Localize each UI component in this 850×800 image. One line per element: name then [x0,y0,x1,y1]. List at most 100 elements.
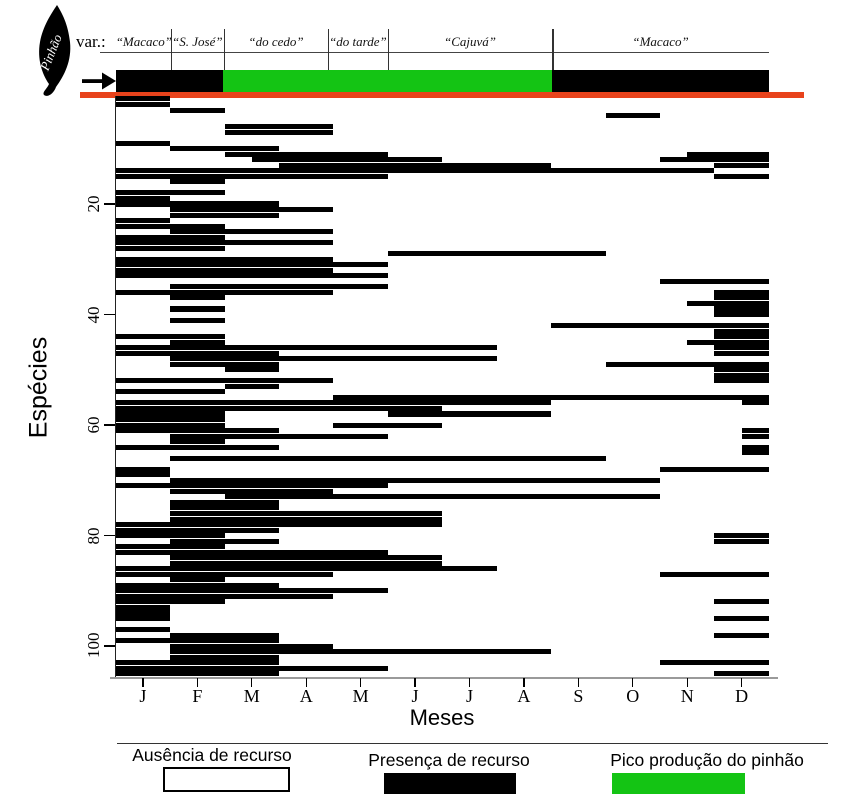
variety-label: “do tarde” [329,34,387,49]
presence-bar [115,262,388,268]
month-label: O [626,686,640,706]
presence-bar [714,173,769,179]
month-label: D [735,686,749,706]
month-tick [577,678,579,687]
legend-label-peak: Pico produção do pinhão [610,750,804,770]
presence-bar [115,417,225,423]
presence-bar [170,306,225,312]
presence-bar [224,383,279,389]
species-tick [104,424,115,426]
presence-bar [714,295,769,301]
species-tick [104,203,115,205]
presence-bar [714,367,769,373]
variety-divider [387,29,390,70]
species-tick-label: 60 [84,416,103,434]
presence-bar [115,627,171,633]
presence-bar [170,643,334,649]
presence-bar [115,610,171,616]
presence-bar [170,179,225,185]
presence-bar [714,162,769,168]
presence-bar [115,566,497,572]
presence-bar [170,433,388,439]
presence-bar [115,411,225,417]
presence-bar [115,173,388,179]
presence-bar [115,201,279,207]
red-separator-line [80,92,804,98]
presence-bar [115,256,334,262]
variety-label: “Cajuvá” [444,34,497,49]
presence-bar [115,522,443,528]
presence-bar [115,234,225,240]
presence-bar [224,494,660,500]
presence-bar [170,212,279,218]
presence-bar [115,593,334,599]
presence-bar [115,671,279,677]
presence-bar [741,400,769,406]
presence-bar [115,544,225,550]
presence-bar [170,455,606,461]
presence-bar [687,300,769,306]
presence-bar [224,129,334,135]
month-label: J [139,686,147,706]
presence-bar [170,516,443,522]
legend-divider-rule [117,742,828,745]
presence-bar [115,527,279,533]
month-label: J [465,686,473,706]
month-label: N [680,686,694,706]
variety-label: “Macaco” [632,34,689,49]
y-axis-title: Espécies [24,336,53,439]
presence-bar [170,654,279,660]
presence-bar [115,140,171,146]
legend-swatch-presence [384,772,516,794]
legend-label-presence: Presença de recurso [368,750,530,770]
presence-bar [170,361,279,367]
presence-bar [714,306,769,312]
presence-bar [115,400,552,406]
presence-bar [115,638,279,644]
presence-bar [170,505,279,511]
presence-bar [115,350,279,356]
presence-bar [170,107,225,113]
x-axis-line [110,677,778,679]
presence-bar [170,339,225,345]
presence-bar [170,632,279,638]
presence-bar [660,660,769,666]
presence-bar [170,295,225,301]
month-tick [305,678,307,687]
presence-bar [387,411,552,417]
month-label: M [352,686,369,706]
month-label: S [573,686,584,706]
y-axis-line [114,96,116,678]
presence-bar [333,394,769,400]
species-tick [104,313,115,316]
presence-bar [115,472,171,478]
presence-bar [115,334,225,340]
presence-bar [170,649,552,655]
month-label: A [517,686,531,706]
presence-bar [170,356,497,362]
presence-bar [115,101,171,108]
presence-bar [224,151,388,157]
month-tick [414,678,416,687]
presence-bar [224,367,279,373]
presence-bar [170,538,279,544]
presence-bar [115,444,279,450]
month-tick [196,678,198,687]
month-tick [686,678,688,687]
presence-bar [115,571,334,577]
presence-bar [714,312,769,318]
month-tick [359,678,362,687]
presence-bar [660,466,769,472]
presence-bar [714,289,769,295]
month-tick [142,678,144,687]
presence-bar [333,422,443,428]
presence-bar [387,251,606,257]
presence-bar [115,168,715,174]
month-tick [468,678,471,687]
presence-bar [714,328,769,334]
variety-label: “Macaco” [115,34,173,49]
production-bar-segment-black [115,70,223,93]
presence-bar [115,483,388,489]
presence-bar [115,422,225,428]
presence-bar [170,284,388,290]
